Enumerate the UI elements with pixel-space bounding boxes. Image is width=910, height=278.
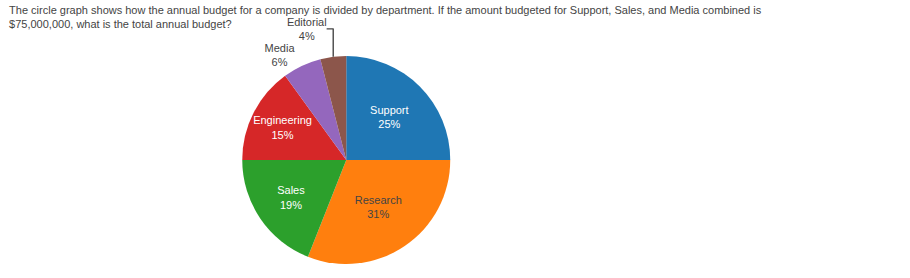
svg-text:Support25%: Support25% [370, 104, 409, 130]
svg-text:Media6%: Media6% [265, 42, 296, 68]
svg-text:Editorial4%: Editorial4% [287, 16, 327, 42]
svg-text:Sales19%: Sales19% [277, 184, 305, 210]
svg-text:Research31%: Research31% [355, 194, 402, 220]
svg-text:Engineering15%: Engineering15% [253, 114, 312, 140]
svg-text:The circle graph shows how the: The circle graph shows how the annual bu… [9, 4, 762, 30]
